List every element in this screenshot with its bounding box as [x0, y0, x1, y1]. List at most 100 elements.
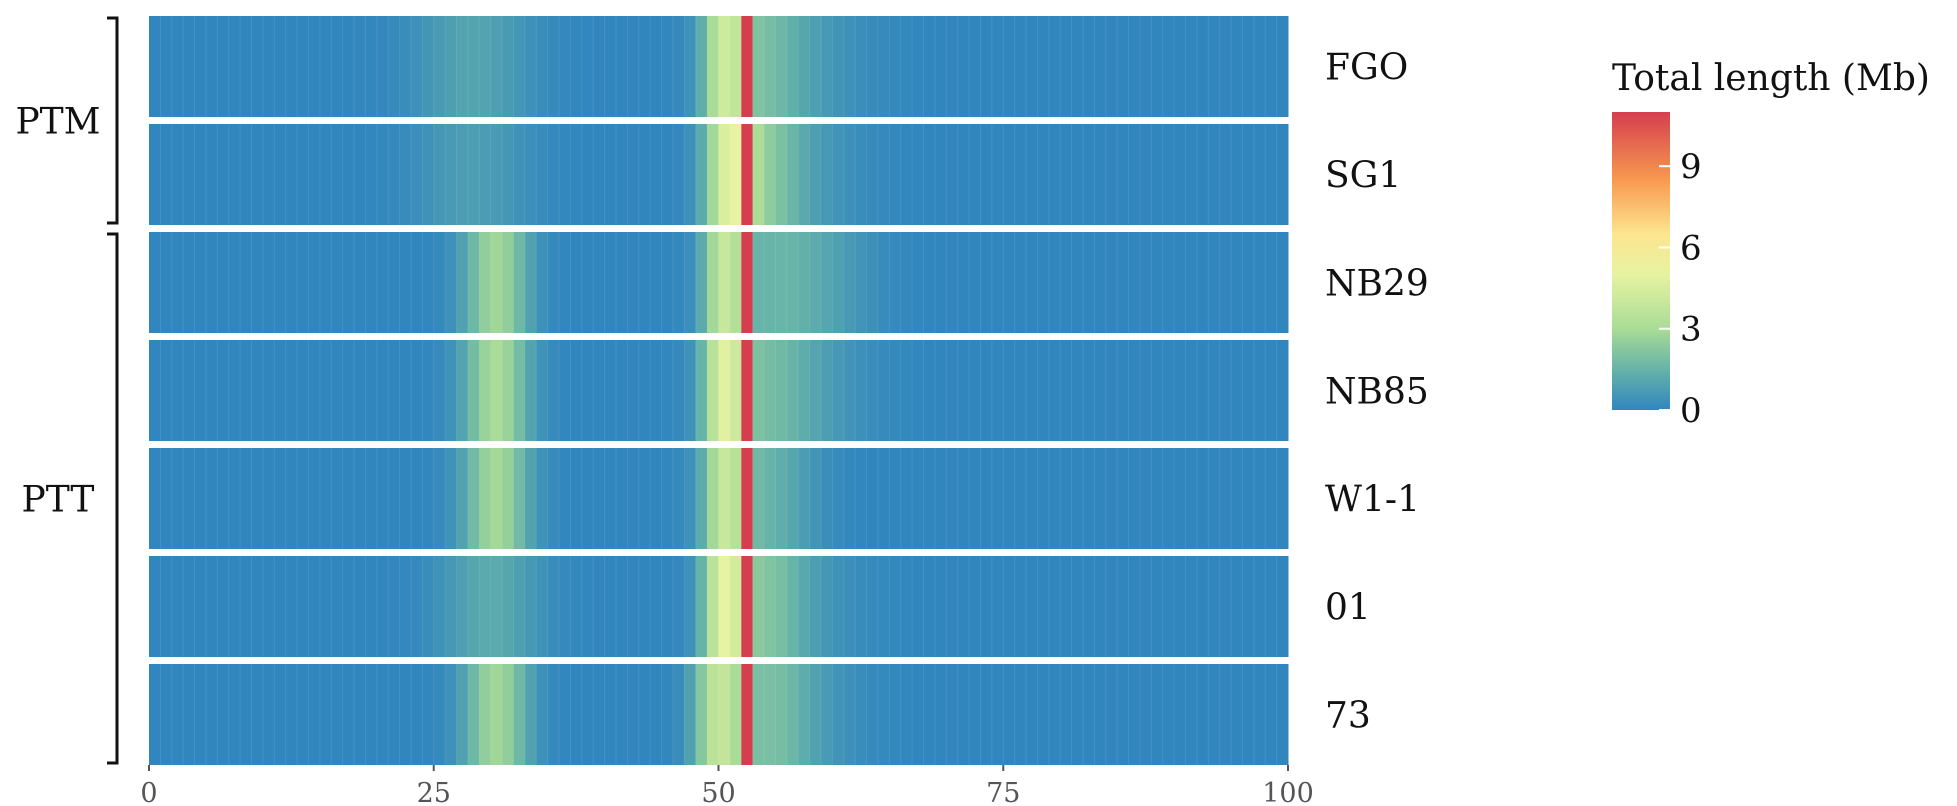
heatmap-cell: [183, 124, 196, 225]
heatmap-cell: [149, 448, 161, 549]
heatmap-cell: [1174, 664, 1186, 765]
heatmap-cell: [217, 16, 230, 117]
heatmap-cell: [376, 664, 389, 765]
heatmap-cell: [456, 448, 469, 549]
heatmap-cell: [536, 232, 549, 333]
heatmap-cell: [718, 556, 731, 657]
heatmap-cell: [695, 16, 708, 117]
heatmap-cell: [1276, 124, 1289, 225]
group-label-ptt: PTT: [22, 480, 95, 521]
heatmap-cell: [559, 448, 571, 549]
heatmap-cell: [1026, 448, 1038, 549]
heatmap-cell: [991, 232, 1004, 333]
heatmap-cell: [900, 124, 913, 225]
heatmap-cell: [433, 16, 446, 117]
heatmap-cell: [388, 556, 401, 657]
legend-tick-label: 0: [1680, 391, 1702, 431]
heatmap-cell: [695, 340, 708, 441]
heatmap-cell: [1071, 16, 1084, 117]
heatmap-cell: [1151, 340, 1164, 441]
heatmap-cell: [240, 232, 253, 333]
heatmap-cell: [934, 124, 947, 225]
heatmap-cell: [399, 664, 412, 765]
heatmap-cell: [240, 124, 253, 225]
heatmap-cell: [980, 340, 993, 441]
heatmap-cell: [1139, 16, 1152, 117]
heatmap-cell: [410, 448, 423, 549]
heatmap-cell: [775, 556, 788, 657]
heatmap-cell: [297, 232, 309, 333]
heatmap-cell: [149, 340, 161, 441]
heatmap-cell: [217, 232, 230, 333]
heatmap-cell: [342, 448, 355, 549]
heatmap-cell: [1026, 16, 1038, 117]
heatmap-cell: [399, 124, 412, 225]
heatmap-cell: [843, 232, 856, 333]
heatmap-cell: [399, 340, 412, 441]
heatmap-cell: [855, 124, 868, 225]
heatmap-cell: [638, 664, 651, 765]
heatmap-cell: [1162, 340, 1175, 441]
heatmap-cell: [1185, 232, 1198, 333]
heatmap-cell: [399, 448, 412, 549]
heatmap-cell: [980, 448, 993, 549]
heatmap-cell: [775, 340, 788, 441]
heatmap-cell: [262, 556, 275, 657]
heatmap-cell: [456, 664, 469, 765]
heatmap-cell: [274, 124, 287, 225]
heatmap-cell: [251, 232, 264, 333]
heatmap-cell: [297, 124, 309, 225]
heatmap-cell: [1071, 556, 1084, 657]
heatmap-cell: [422, 556, 435, 657]
heatmap-cell: [308, 664, 321, 765]
heatmap-cell: [570, 124, 583, 225]
heatmap-cell: [1208, 232, 1221, 333]
heatmap-cell: [1253, 664, 1266, 765]
heatmap-cell: [980, 232, 993, 333]
heatmap-cell: [889, 124, 902, 225]
heatmap-cell: [547, 124, 560, 225]
heatmap-cell: [262, 340, 275, 441]
heatmap-cell: [798, 16, 811, 117]
heatmap-cell: [1242, 664, 1255, 765]
heatmap-cell: [957, 340, 970, 441]
heatmap-cell: [866, 232, 879, 333]
heatmap-cell: [149, 556, 161, 657]
heatmap-cell: [1265, 124, 1278, 225]
heatmap-cell: [832, 232, 845, 333]
heatmap-cell: [889, 556, 902, 657]
heatmap-cell: [1196, 664, 1209, 765]
heatmap-cell: [650, 556, 663, 657]
heatmap-cell: [1208, 16, 1221, 117]
heatmap-cell: [1196, 340, 1209, 441]
heatmap-cell: [946, 124, 959, 225]
heatmap-cell: [274, 16, 287, 117]
heatmap-cell: [547, 556, 560, 657]
heatmap-cell: [1003, 556, 1016, 657]
heatmap-cell: [1105, 124, 1118, 225]
heatmap-cell: [1174, 340, 1186, 441]
heatmap-cell: [547, 232, 560, 333]
heatmap-cell: [672, 448, 685, 549]
heatmap-cell: [1071, 124, 1084, 225]
heatmap-cell: [786, 124, 799, 225]
heatmap-cell: [957, 16, 970, 117]
heatmap-cell: [262, 16, 275, 117]
heatmap-cell: [399, 16, 412, 117]
heatmap-cell: [843, 340, 856, 441]
heatmap-cell: [672, 340, 685, 441]
heatmap-cell: [1242, 448, 1255, 549]
heatmap-cell: [946, 664, 959, 765]
heatmap-cell: [741, 16, 754, 117]
heatmap-cell: [934, 16, 947, 117]
heatmap-cell: [308, 448, 321, 549]
heatmap-cell: [1219, 16, 1232, 117]
heatmap-cell: [297, 16, 309, 117]
heatmap-cell: [764, 340, 776, 441]
heatmap-cell: [502, 232, 514, 333]
heatmap-cell: [889, 664, 902, 765]
heatmap-cell: [684, 16, 697, 117]
heatmap-cell: [331, 16, 344, 117]
heatmap-cell: [319, 556, 332, 657]
heatmap-cell: [513, 124, 526, 225]
